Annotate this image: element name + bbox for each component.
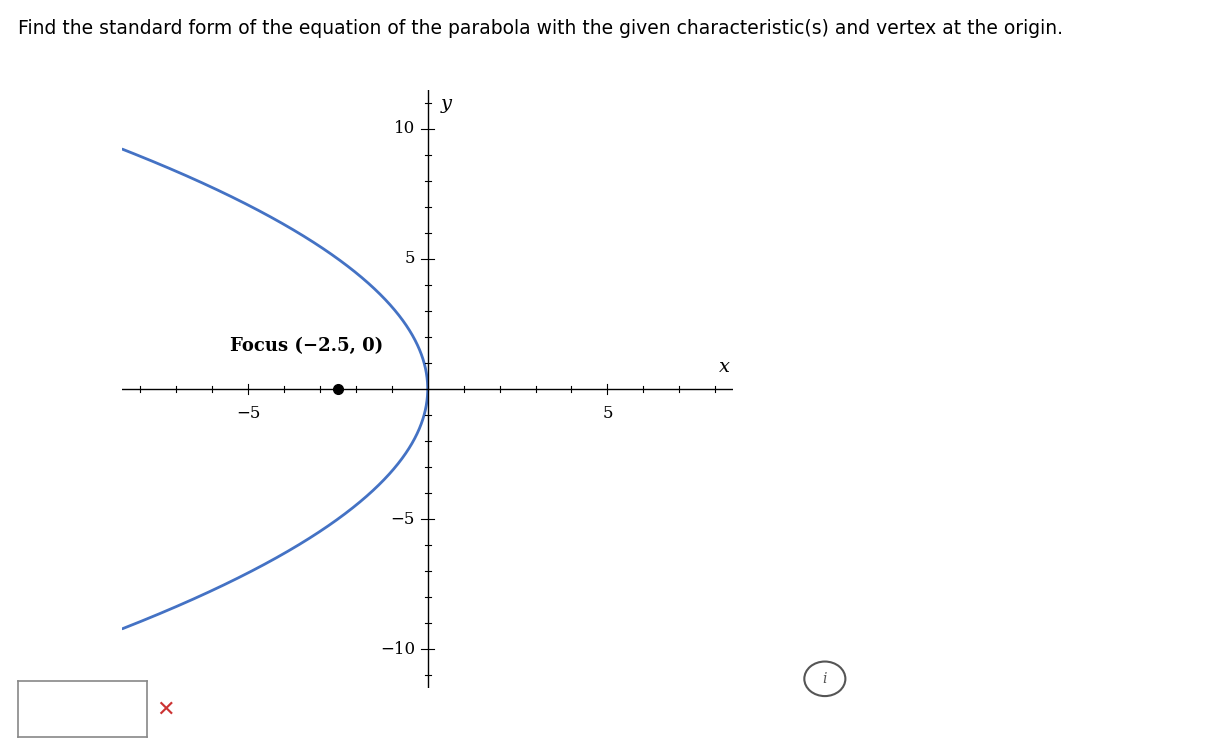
Text: y: y: [440, 95, 451, 113]
Text: i: i: [822, 672, 827, 686]
Text: 5: 5: [404, 251, 415, 267]
Text: −5: −5: [391, 511, 415, 527]
Text: 10: 10: [393, 120, 415, 138]
Text: Find the standard form of the equation of the parabola with the given characteri: Find the standard form of the equation o…: [18, 19, 1063, 37]
Text: −5: −5: [236, 405, 260, 422]
Text: 5: 5: [602, 405, 612, 422]
Text: Focus (−2.5, 0): Focus (−2.5, 0): [230, 337, 384, 355]
Text: ✕: ✕: [156, 699, 175, 719]
Text: −10: −10: [380, 640, 415, 657]
Text: x: x: [719, 358, 730, 376]
